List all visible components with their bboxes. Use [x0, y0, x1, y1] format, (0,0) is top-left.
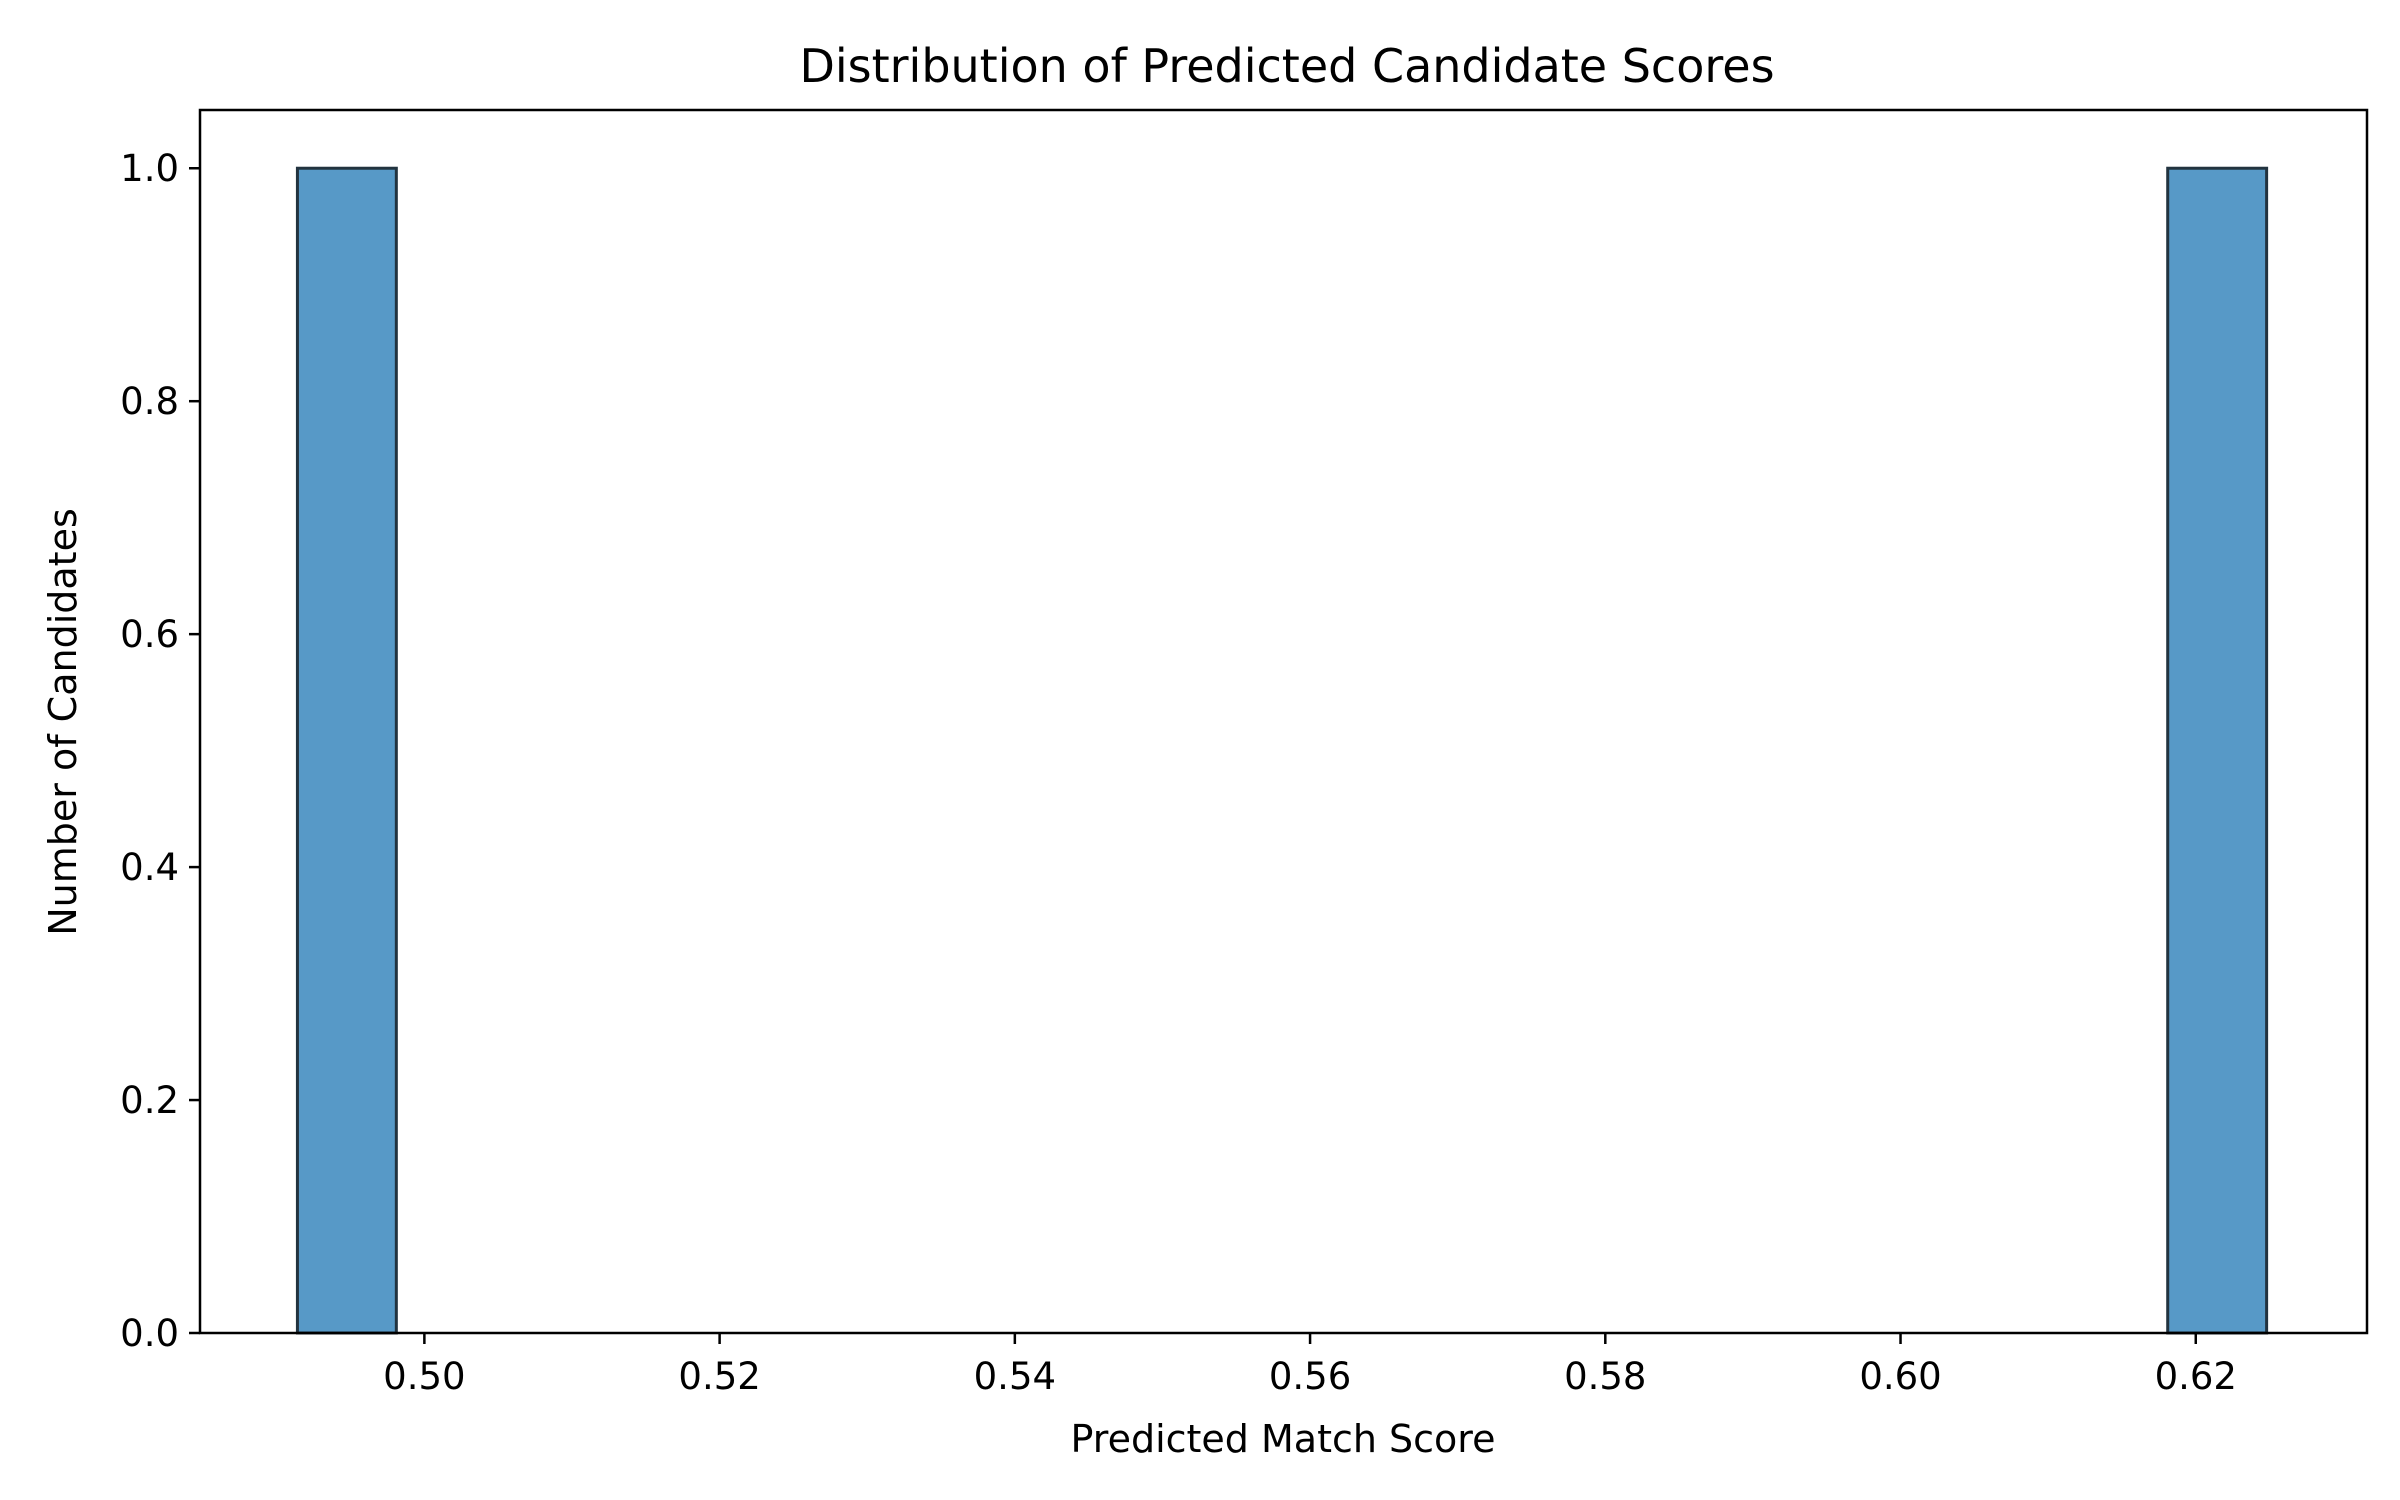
x-tick-label: 0.54: [974, 1355, 1056, 1398]
y-tick-label: 0.2: [120, 1079, 179, 1122]
x-axis-label: Predicted Match Score: [1071, 1417, 1496, 1461]
x-tick-label: 0.52: [678, 1355, 760, 1398]
plot-area: [200, 110, 2367, 1333]
histogram-bars: [295, 166, 2269, 1335]
x-tick-label: 0.50: [383, 1355, 465, 1398]
histogram-bar: [295, 166, 398, 1335]
x-tick-label: 0.56: [1269, 1355, 1351, 1398]
x-axis-ticks: 0.50 0.52 0.54 0.56 0.58 0.60 0.62: [383, 1333, 2237, 1398]
plot-background: [200, 110, 2367, 1333]
y-tick-label: 0.0: [120, 1312, 179, 1355]
y-axis-label: Number of Candidates: [41, 508, 85, 936]
x-tick-label: 0.60: [1859, 1355, 1941, 1398]
x-tick-label: 0.62: [2155, 1355, 2237, 1398]
y-tick-label: 0.6: [120, 613, 179, 656]
plot-frame: [198, 108, 2369, 1335]
y-tick-label: 1.0: [120, 147, 179, 190]
y-tick-label: 0.8: [120, 380, 179, 423]
y-axis-ticks: 0.0 0.2 0.4 0.6 0.8 1.0: [120, 147, 200, 1355]
histogram-bar: [2166, 166, 2269, 1335]
x-tick-label: 0.58: [1564, 1355, 1646, 1398]
y-tick-label: 0.4: [120, 846, 179, 889]
chart-title: Distribution of Predicted Candidate Scor…: [799, 39, 1774, 93]
